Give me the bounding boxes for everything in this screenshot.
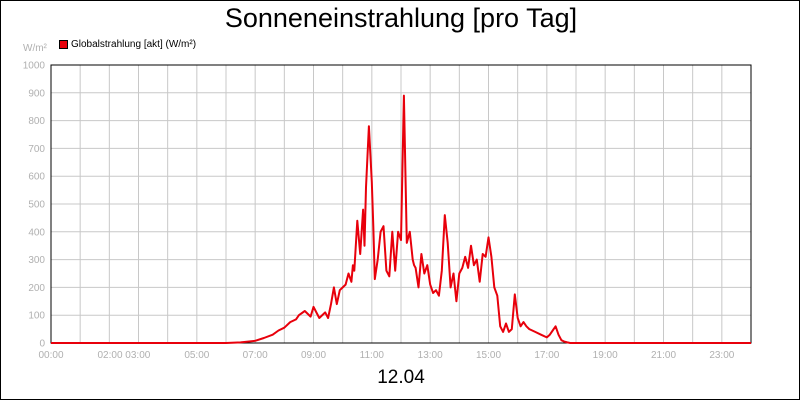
y-tick-label: 300 — [28, 255, 45, 266]
grid-lines — [50, 64, 752, 344]
y-tick-label: 700 — [28, 144, 45, 155]
x-tick-label: 15:00 — [476, 350, 501, 361]
x-tick-label: 13:00 — [418, 350, 443, 361]
x-tick-label: 19:00 — [593, 350, 618, 361]
x-tick-label: 05:00 — [184, 350, 209, 361]
legend: Globalstrahlung [akt] (W/m²) — [59, 39, 196, 50]
x-tick-label: 23:00 — [709, 350, 734, 361]
y-tick-label: 200 — [28, 283, 45, 294]
chart-title: Sonneneinstrahlung [pro Tag] — [224, 3, 578, 33]
y-tick-label: 800 — [28, 116, 45, 127]
x-tick-label: 00:00 — [38, 350, 63, 361]
y-tick-label: 900 — [28, 88, 45, 99]
y-axis: 0 100 200 300 400 500 600 700 800 900 1000 — [23, 61, 46, 350]
series-line-globalstrahlung — [51, 94, 751, 344]
date-label: 12.04 — [377, 367, 425, 388]
y-tick-label: 500 — [28, 200, 45, 211]
plot-area — [50, 64, 752, 344]
x-tick-label: 07:00 — [243, 350, 268, 361]
x-tick-label: 11:00 — [360, 350, 385, 361]
y-unit-label: W/m² — [23, 43, 47, 54]
legend-swatch — [59, 40, 68, 49]
legend-label: Globalstrahlung [akt] (W/m²) — [71, 39, 197, 50]
x-tick-label: 09:00 — [301, 350, 326, 361]
y-tick-label: 1000 — [23, 61, 46, 72]
y-tick-label: 0 — [39, 339, 45, 350]
x-tick-label: 17:00 — [534, 350, 559, 361]
x-axis: 00:00 02:00 03:00 05:00 07:00 09:00 11:00 13:0… — [38, 350, 734, 361]
y-tick-label: 100 — [28, 311, 45, 322]
x-tick-label: 02:00 03:00 — [98, 350, 151, 361]
y-tick-label: 400 — [28, 227, 45, 238]
y-tick-label: 600 — [28, 172, 45, 183]
x-tick-label: 21:00 — [651, 350, 676, 361]
